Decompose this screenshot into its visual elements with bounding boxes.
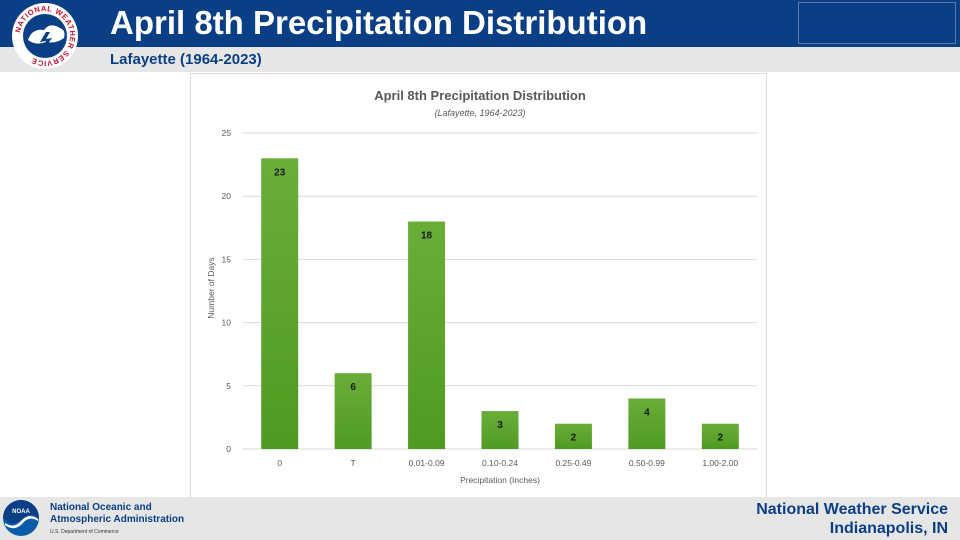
data-label: 6 [350, 382, 356, 393]
y-tick-label: 5 [226, 381, 231, 391]
x-tick-label: 0.25-0.49 [555, 458, 591, 468]
y-tick-label: 10 [222, 318, 232, 328]
page-subtitle: Lafayette (1964-2023) [110, 51, 262, 68]
chart-subtitle: (Lafayette, 1964-2023) [434, 108, 525, 118]
noaa-logo-icon: NOAA [3, 500, 39, 536]
data-labels: 23 6 18 3 2 4 2 [274, 167, 723, 443]
x-tick-label: 0.01-0.09 [409, 458, 445, 468]
x-tick-label: 1.00-2.00 [702, 458, 738, 468]
bars [261, 158, 739, 449]
x-axis-ticks: 0 T 0.01-0.09 0.10-0.24 0.25-0.49 0.50-0.99 1.… [277, 458, 738, 468]
data-label: 3 [497, 420, 503, 431]
precipitation-bar-chart: April 8th Precipitation Distribution (La… [206, 88, 757, 485]
y-axis-ticks: 0 5 10 15 20 25 [222, 128, 232, 454]
x-tick-label: 0.50-0.99 [629, 458, 665, 468]
agency-name-line1: National Oceanic and [50, 502, 152, 513]
header-placeholder-box [798, 2, 956, 44]
data-label: 4 [644, 407, 650, 418]
bar-5 [628, 398, 666, 449]
data-label: 18 [421, 230, 433, 241]
bar-1 [334, 373, 372, 449]
bar-3 [481, 411, 519, 449]
page-title: April 8th Precipitation Distribution [110, 4, 648, 41]
x-tick-label: T [351, 458, 356, 468]
nws-logo-icon: NATIONAL WEATHER SERVICE [12, 3, 78, 69]
x-axis-label: Precipitation (Inches) [460, 475, 540, 485]
footer-org-name: National Weather Service [756, 501, 948, 518]
subtitle-bar [0, 47, 960, 72]
footer-org: National Weather Service Indianapolis, I… [756, 500, 948, 538]
bar-6 [701, 423, 739, 449]
data-label: 2 [571, 433, 577, 444]
y-tick-label: 20 [222, 191, 232, 201]
chart-panel: April 8th Precipitation Distribution (La… [190, 73, 767, 498]
data-label: 2 [718, 433, 724, 444]
x-tick-label: 0.10-0.24 [482, 458, 518, 468]
x-tick-label: 0 [277, 458, 282, 468]
bar-0 [261, 158, 299, 449]
data-label: 23 [274, 167, 286, 178]
agency-name-line2: Atmospheric Administration [50, 514, 185, 525]
agency-name: National Oceanic and Atmospheric Adminis… [50, 502, 210, 526]
department-name: U.S. Department of Commerce [50, 529, 119, 535]
y-tick-label: 15 [222, 254, 232, 264]
noaa-logo-text: NOAA [12, 509, 30, 515]
footer-org-location: Indianapolis, IN [829, 520, 948, 537]
chart-title: April 8th Precipitation Distribution [374, 88, 586, 103]
y-axis-label: Number of Days [206, 257, 216, 318]
gridlines [243, 132, 757, 450]
footer-bar [0, 497, 960, 540]
y-tick-label: 25 [222, 128, 232, 138]
bar-4 [554, 423, 592, 449]
bar-2 [408, 221, 446, 449]
y-tick-label: 0 [226, 444, 231, 454]
